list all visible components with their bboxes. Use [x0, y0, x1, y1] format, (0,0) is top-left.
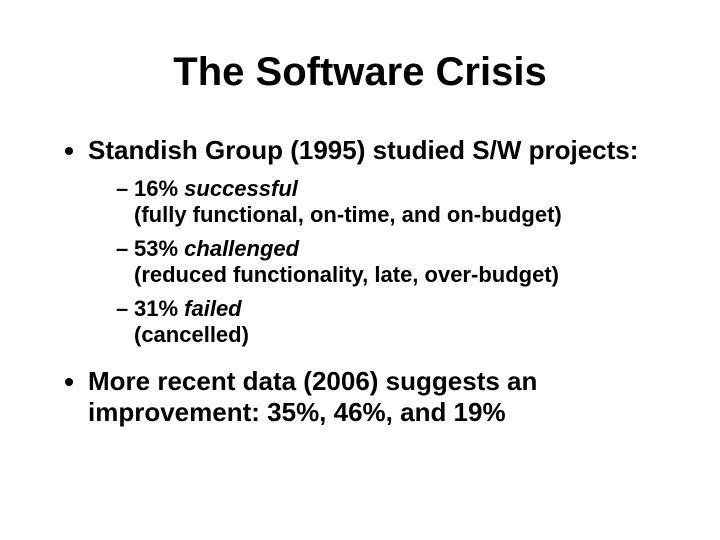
- sub-bullet-challenged: 53% challenged (reduced functionality, l…: [116, 236, 660, 288]
- bullet-recent-data-text: More recent data (2006) suggests an impr…: [88, 366, 537, 427]
- sub-bullet-failed: 31% failed (cancelled): [116, 296, 660, 348]
- sub-bullet-successful: 16% successful (fully functional, on-tim…: [116, 176, 660, 228]
- slide: The Software Crisis Standish Group (1995…: [0, 0, 720, 540]
- bullet-list-level1: Standish Group (1995) studied S/W projec…: [60, 135, 660, 428]
- bullet-list-level2: 16% successful (fully functional, on-tim…: [88, 176, 660, 348]
- paren-successful: (fully functional, on-time, and on-budge…: [134, 202, 660, 228]
- bullet-recent-data: More recent data (2006) suggests an impr…: [88, 366, 660, 428]
- paren-challenged: (reduced functionality, late, over-budge…: [134, 262, 660, 288]
- paren-failed: (cancelled): [134, 322, 660, 348]
- word-successful: successful: [184, 176, 298, 201]
- pct-successful: 16%: [134, 176, 184, 201]
- bullet-standish-text: Standish Group (1995) studied S/W projec…: [88, 135, 638, 165]
- word-failed: failed: [184, 296, 241, 321]
- pct-failed: 31%: [134, 296, 184, 321]
- pct-challenged: 53%: [134, 236, 184, 261]
- word-challenged: challenged: [184, 236, 299, 261]
- slide-title: The Software Crisis: [60, 50, 660, 95]
- bullet-standish: Standish Group (1995) studied S/W projec…: [88, 135, 660, 348]
